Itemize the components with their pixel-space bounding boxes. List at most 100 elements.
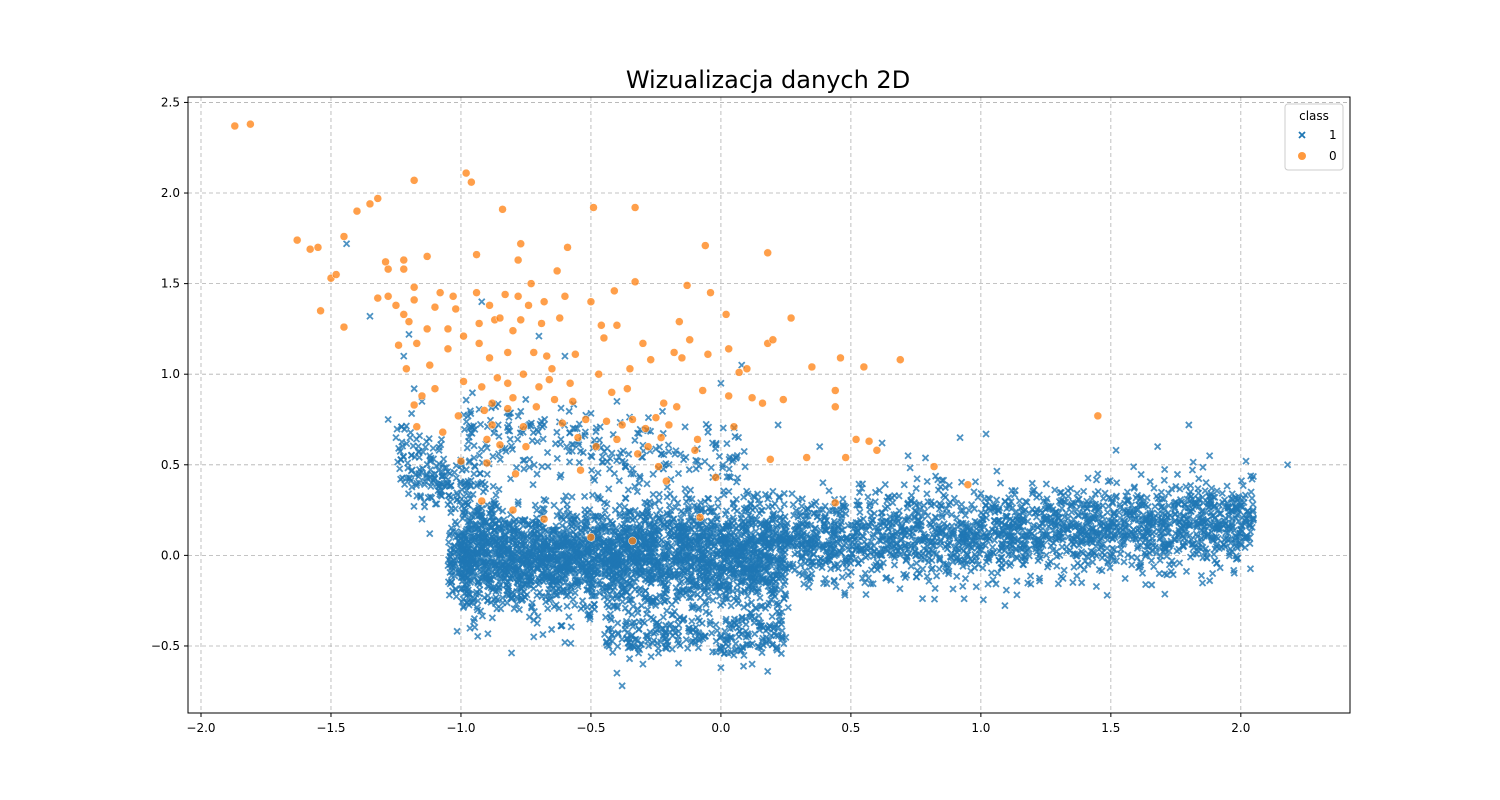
data-point-class-1	[1073, 505, 1081, 514]
data-point-class-1	[1248, 494, 1256, 502]
data-point-class-1	[1078, 579, 1086, 587]
data-point-class-1	[1073, 572, 1081, 580]
data-point-class-1	[1189, 458, 1197, 466]
data-point-class-1	[531, 501, 539, 509]
data-point-class-1	[1173, 470, 1182, 479]
data-point-class-1	[1079, 487, 1088, 495]
data-point-class-1	[825, 487, 833, 495]
data-point-class-1	[821, 574, 829, 583]
data-point-class-1	[1165, 502, 1173, 510]
data-point-class-1	[1089, 558, 1097, 566]
data-point-class-1	[714, 495, 722, 504]
chart-title: Wizualizacja danych 2D	[626, 66, 910, 94]
data-point-class-1	[478, 612, 487, 620]
data-point-class-1	[1147, 556, 1156, 565]
data-point-class-1	[651, 499, 659, 508]
data-point-class-1	[829, 536, 837, 545]
data-point-class-1	[1077, 500, 1085, 508]
data-point-class-1	[967, 501, 976, 509]
data-point-class-1	[869, 533, 877, 541]
data-point-class-1	[1028, 479, 1036, 487]
data-point-class-1	[788, 490, 796, 498]
data-point-class-1	[1218, 489, 1226, 497]
data-point-class-1	[970, 488, 978, 496]
data-point-class-1	[770, 509, 778, 518]
data-point-class-1	[945, 481, 953, 490]
data-point-class-1	[967, 567, 975, 575]
data-point-class-1	[1247, 488, 1255, 496]
data-point-class-1	[974, 561, 982, 569]
data-point-class-1	[1136, 535, 1144, 544]
data-point-class-1	[884, 546, 892, 554]
data-point-class-1	[789, 501, 797, 509]
data-point-class-1	[996, 479, 1005, 487]
data-point-class-1	[1046, 558, 1055, 566]
data-point-class-1	[832, 582, 840, 591]
data-point-class-1	[1208, 569, 1217, 578]
data-point-class-1	[1161, 465, 1169, 474]
data-point-class-1	[858, 574, 867, 582]
data-point-class-1	[925, 577, 933, 585]
data-point-class-1	[1064, 492, 1072, 500]
data-point-class-1	[1249, 516, 1257, 524]
data-point-class-1	[1148, 581, 1156, 589]
data-point-class-1	[1182, 567, 1191, 576]
data-point-class-1	[747, 513, 755, 521]
data-point-class-1	[514, 498, 522, 506]
data-point-class-1	[931, 472, 940, 480]
data-point-class-1	[1003, 505, 1011, 513]
data-point-class-1	[1218, 498, 1227, 507]
data-point-class-1	[1123, 488, 1132, 496]
data-point-class-1	[1137, 470, 1145, 479]
data-point-class-1	[957, 478, 966, 486]
data-point-class-1	[1152, 549, 1161, 557]
data-point-class-1	[862, 590, 870, 599]
data-point-class-1	[1062, 509, 1070, 517]
data-point-class-1	[839, 559, 847, 567]
data-point-class-1	[764, 503, 773, 511]
data-point-class-1	[960, 595, 968, 603]
data-point-class-1	[445, 591, 454, 599]
data-point-class-1	[1088, 495, 1096, 503]
data-point-class-1	[1143, 494, 1151, 502]
data-point-class-1	[841, 555, 849, 563]
data-point-class-1	[1084, 474, 1092, 482]
data-point-class-1	[861, 569, 869, 577]
data-point-class-1	[923, 490, 931, 498]
data-point-class-1	[945, 501, 953, 509]
data-point-class-1	[1202, 509, 1211, 517]
data-point-class-1	[1013, 577, 1021, 585]
data-point-class-1	[687, 512, 695, 520]
data-point-class-1	[1151, 502, 1159, 511]
data-point-class-1	[952, 499, 960, 507]
data-point-class-1	[1104, 559, 1112, 567]
data-point-class-1	[1206, 577, 1214, 585]
data-point-class-1	[890, 561, 899, 569]
data-point-class-1	[631, 506, 639, 515]
data-point-class-1	[976, 550, 984, 558]
data-point-class-1	[776, 550, 785, 558]
data-point-class-1	[1106, 476, 1114, 485]
data-point-class-1	[556, 507, 564, 515]
data-point-class-1	[1010, 525, 1019, 533]
data-point-class-1	[948, 511, 956, 519]
data-point-class-1	[761, 490, 770, 499]
data-point-class-1	[1104, 557, 1112, 566]
data-point-class-1	[1042, 480, 1051, 488]
data-points	[230, 119, 1292, 690]
data-point-class-1	[871, 498, 879, 506]
data-point-class-1	[867, 538, 875, 546]
data-point-class-1	[1163, 552, 1171, 560]
data-point-class-1	[1120, 558, 1128, 566]
data-point-class-1	[1054, 580, 1062, 588]
data-point-class-1	[963, 560, 971, 568]
data-point-class-1	[1142, 580, 1150, 589]
data-point-class-1	[1056, 488, 1064, 497]
data-point-class-1	[1010, 491, 1019, 499]
data-point-class-1	[1201, 487, 1209, 495]
data-point-class-1	[1091, 490, 1099, 498]
data-point-class-1	[847, 581, 855, 590]
data-point-class-1	[992, 496, 1001, 504]
data-point-class-1	[1092, 582, 1101, 591]
data-point-class-1	[1067, 501, 1076, 510]
